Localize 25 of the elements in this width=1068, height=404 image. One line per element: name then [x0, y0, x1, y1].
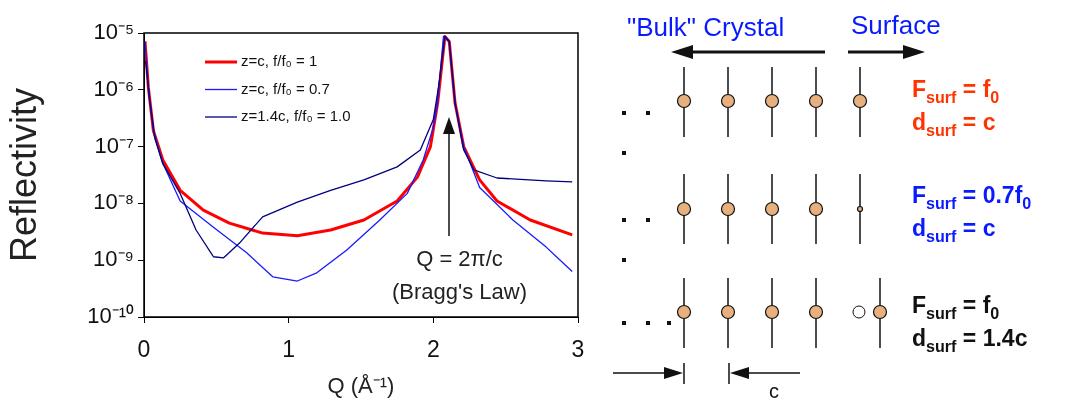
y-tick-label: 10⁻⁹ — [93, 246, 134, 272]
y-tick-label: 10⁻⁵ — [93, 19, 134, 45]
x-tick-label: 2 — [426, 336, 440, 363]
text: F$_{surf}$ = 0.7f$_{0}$ — [912, 182, 1032, 212]
y-tick-label: 10⁻⁷ — [94, 132, 135, 158]
text: F$_{surf}$ = f$_{0}$ — [912, 76, 1000, 106]
legend-label: z=1.4c, f/f₀ = 1.0 — [241, 107, 351, 125]
y-tick-label: 10⁻⁶ — [93, 75, 134, 101]
text: Surface — [851, 10, 941, 40]
text: d$_{surf}$ = c — [912, 215, 996, 245]
x-axis-title: Q (Å⁻¹) — [327, 372, 395, 398]
text: d$_{surf}$ = c — [912, 109, 996, 139]
x-tick-label: 3 — [571, 336, 585, 363]
text: c — [769, 380, 779, 402]
y-axis-title: Reflectivity — [2, 87, 44, 263]
annotation: Q = 2π/c (Bragg's Law) — [392, 245, 528, 306]
text: F$_{surf}$ = f$_{0}$ — [912, 292, 1000, 322]
text: "Bulk" Crystal — [627, 12, 785, 42]
legend-label: z=c, f/f₀ = 1 — [241, 52, 318, 70]
y-tick-label: 10⁻⁸ — [93, 189, 134, 215]
x-tick-label: 0 — [137, 336, 151, 363]
x-tick-label: 1 — [282, 336, 296, 363]
text: d$_{surf}$ = 1.4c — [912, 325, 1028, 355]
legend-label: z=c, f/f₀ = 0.7 — [241, 79, 330, 97]
y-tick-label: 10⁻¹⁰ — [87, 303, 134, 329]
